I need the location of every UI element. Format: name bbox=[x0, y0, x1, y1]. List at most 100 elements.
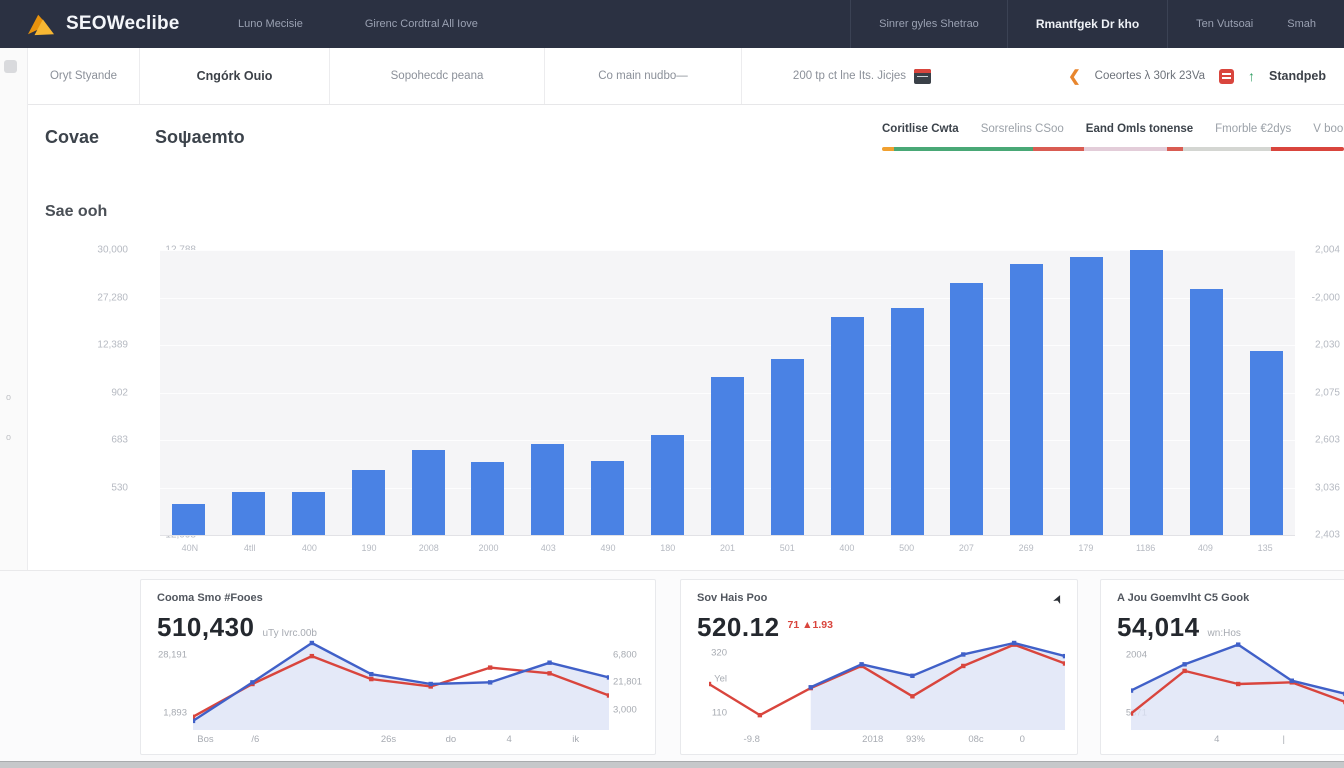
legend-segment bbox=[894, 147, 1034, 151]
nav-item-central[interactable]: Girenc Cordtral All Iove bbox=[364, 18, 478, 30]
date-range-label: 200 tp ct lne Its. Jicjes bbox=[792, 70, 907, 82]
card-value: 520.12 bbox=[697, 612, 780, 642]
kpi-card-row: Cooma Smo #Fooes 510,430 uTy Ivrc.00b 28… bbox=[0, 570, 1344, 761]
filter-org[interactable]: Cngórk Ouio bbox=[140, 48, 330, 104]
legend-segment bbox=[1083, 147, 1168, 151]
mini-y-label: 110 bbox=[711, 707, 727, 719]
tab-covae[interactable]: Covae bbox=[45, 127, 100, 147]
x-axis-label: 2008 bbox=[418, 543, 439, 553]
area-fill bbox=[193, 643, 609, 730]
export-button[interactable]: Standpeb bbox=[1269, 69, 1326, 83]
nav-item-dashboard[interactable]: Rmantfgek Dr kho bbox=[1006, 0, 1167, 48]
red-marker bbox=[193, 714, 196, 719]
x-axis-label: 409 bbox=[1197, 543, 1213, 553]
blue-marker bbox=[859, 662, 864, 667]
card-value: 54,014 bbox=[1117, 612, 1200, 642]
legend-item[interactable]: V boorn bbox=[1313, 123, 1344, 135]
bar-400 bbox=[830, 317, 864, 535]
x-axis-label: 201 bbox=[719, 543, 735, 553]
mini-y-label: 21,801 bbox=[613, 676, 643, 688]
legend-segment bbox=[1183, 147, 1271, 151]
bar-chart-plot bbox=[160, 250, 1295, 536]
nav-item-smah[interactable]: Smah bbox=[1287, 18, 1316, 30]
top-navbar: SEOWeclibe Luno Mecisie Girenc Cordtral … bbox=[0, 0, 1344, 48]
y-axis-label: 2,030 bbox=[1314, 339, 1340, 351]
card-value-suffix: uTy Ivrc.00b bbox=[262, 628, 317, 639]
y-axis-left-primary: 30,000 27,280 12,389 902 683 530 bbox=[58, 245, 128, 535]
report-selector[interactable]: Coeortes λ 30rk 23Va bbox=[1094, 70, 1206, 82]
pdf-export-icon[interactable] bbox=[1219, 68, 1235, 84]
blue-marker bbox=[961, 652, 966, 657]
bar-500 bbox=[890, 307, 924, 535]
red-marker bbox=[428, 684, 433, 689]
y-axis-label: 902 bbox=[111, 387, 128, 398]
filter-schedule[interactable]: Sopohecdc peana bbox=[330, 48, 545, 104]
mini-x-label: Bos bbox=[197, 734, 214, 745]
blue-marker bbox=[309, 640, 315, 646]
card-value: 510,430 bbox=[157, 612, 255, 642]
blue-marker bbox=[487, 680, 493, 685]
calendar-icon[interactable] bbox=[914, 68, 932, 84]
mini-x-label: 93% bbox=[905, 734, 925, 745]
legend-item[interactable]: Sorsrelins CSoo bbox=[980, 123, 1064, 135]
mini-x-axis: Bos/6 26s do 4 ik bbox=[193, 734, 609, 748]
y-axis-label: -2,000 bbox=[1311, 292, 1340, 303]
blue-marker bbox=[1236, 642, 1241, 647]
mini-y-label: 28,191 bbox=[157, 649, 187, 661]
kpi-card-sessions[interactable]: Cooma Smo #Fooes 510,430 uTy Ivrc.00b 28… bbox=[140, 579, 656, 755]
app-logo[interactable]: SEOWeclibe bbox=[0, 11, 200, 37]
x-axis-label: 190 bbox=[361, 543, 377, 553]
legend-segment bbox=[1167, 147, 1184, 151]
nav-right-group: Sinrer gyles Shetrao Rmantfgek Dr kho Te… bbox=[850, 0, 1344, 48]
filter-toolbar: Oryt Styande Cngórk Ouio Sopohecdc peana… bbox=[28, 48, 1344, 105]
red-marker bbox=[709, 681, 712, 687]
mini-x-label: 4 bbox=[1214, 734, 1220, 745]
legend-item[interactable]: Fmorble €2dys bbox=[1215, 123, 1292, 135]
kpi-card-backlinks[interactable]: A Jou Goemvlht C5 Gook 54,014 wn:Hos 200… bbox=[1100, 579, 1344, 755]
blue-marker bbox=[1182, 662, 1187, 667]
y-axis-right: 2,004 -2,000 2,030 2,075 2,603 3,036 2,403 bbox=[1300, 245, 1344, 541]
rail-widget-icon[interactable] bbox=[4, 60, 17, 73]
nav-item-styles[interactable]: Sinrer gyles Shetrao bbox=[850, 0, 1007, 48]
blue-marker bbox=[1062, 653, 1065, 659]
x-axis-label: 400 bbox=[839, 543, 855, 553]
legend-segment-bar bbox=[882, 147, 1344, 151]
tab-segments[interactable]: Soψaemto bbox=[155, 127, 245, 147]
x-axis-label: 490 bbox=[600, 543, 616, 553]
card-title: Sov Hais Poo bbox=[697, 592, 768, 604]
chevron-left-icon[interactable]: ❮ bbox=[1068, 68, 1081, 85]
legend-item[interactable]: Eand Omls tonense bbox=[1085, 123, 1194, 135]
y-axis-label: 27,280 bbox=[97, 292, 128, 303]
mini-y-axis-left: 28,191 1,893 bbox=[149, 638, 189, 730]
y-axis-label: 530 bbox=[111, 482, 128, 493]
mini-x-label: ik bbox=[572, 734, 580, 745]
y-axis-label: 683 bbox=[111, 434, 128, 446]
red-marker bbox=[1236, 681, 1241, 687]
legend-item[interactable]: Coritlise Cwta bbox=[882, 123, 959, 135]
chart-title: Sae ooh bbox=[45, 203, 108, 220]
blue-marker bbox=[250, 680, 255, 685]
mini-x-label: 26s bbox=[380, 734, 397, 745]
kpi-card-position[interactable]: Sov Hais Poo 520.12 71 ▲1.93 ➤ 320 Yel 110… bbox=[680, 579, 1078, 755]
blue-marker bbox=[1011, 640, 1017, 646]
cursor-icon: ➤ bbox=[1049, 591, 1067, 607]
red-marker bbox=[487, 665, 493, 670]
blue-line bbox=[810, 641, 1065, 689]
mini-y-axis-right: 6,800 21,801 3,000 bbox=[611, 638, 651, 730]
gridline bbox=[160, 297, 1295, 299]
blue-line bbox=[1131, 643, 1344, 695]
toolbar-right-group: ❮ Coeortes λ 30rk 23Va ↑ Standpeb bbox=[1068, 48, 1344, 104]
x-axis-label: 2000 bbox=[478, 543, 499, 553]
filter-style[interactable]: Oryt Styande bbox=[28, 48, 140, 104]
nav-item-values[interactable]: Ten Vutsoai bbox=[1167, 0, 1281, 48]
blue-marker bbox=[910, 673, 915, 678]
mini-y-label: 3,000 bbox=[613, 704, 637, 716]
report-tabs: Covae Soψaemto bbox=[45, 127, 245, 148]
red-line bbox=[709, 643, 1065, 717]
y-axis-label: 2,403 bbox=[1314, 529, 1340, 541]
mini-y-label: 320 bbox=[711, 647, 727, 659]
nav-item-audit[interactable]: Luno Mecisie bbox=[238, 18, 303, 30]
x-axis-label: 403 bbox=[540, 543, 556, 553]
filter-date-range[interactable]: 200 tp ct lne Its. Jicjes bbox=[742, 48, 982, 104]
filter-domain[interactable]: Co main nudbo— bbox=[545, 48, 742, 104]
